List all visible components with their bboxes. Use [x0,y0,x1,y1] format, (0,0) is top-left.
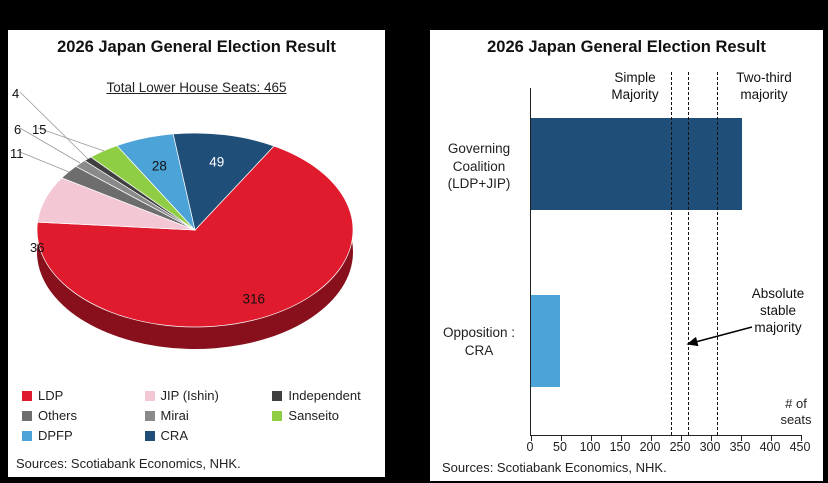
legend-label: Sanseito [288,408,340,423]
x-axis-title: # of seats [772,396,820,429]
x-tick-300: 300 [699,440,721,454]
legend-item-LDP: LDP [22,388,145,403]
x-tick-mark [741,435,742,441]
bar-chart-title: 2026 Japan General Election Result [487,38,766,56]
reference-line-absolute-stable-majority [687,72,689,435]
legend-label: JIP (Ishin) [160,388,219,403]
x-tick-250: 250 [669,440,691,454]
pie-slice-LDP [36,145,354,328]
legend-label: Others [38,408,78,423]
pie-value-CRA: 49 [209,154,224,169]
left-sources-note: Sources: Scotiabank Economics, NHK. [16,456,241,471]
category-opposition-cra: Opposition : CRA [442,325,516,358]
legend-item-CRA: CRA [144,428,273,443]
legend-label: Mirai [160,408,189,423]
legend-swatch [22,410,32,421]
legend-item-JIP (Ishin): JIP (Ishin) [144,388,273,403]
two-third-line1: Two-third [736,70,792,85]
absolute-line3: majority [754,319,802,335]
pie-slice-CRA [172,132,275,231]
x-axis-tick-labels: 0 50 100 150 200 250 300 350 400 450 [526,440,811,456]
absolute-line2: stable [759,302,797,318]
x-tick-mark [681,435,682,441]
x-tick-50: 50 [553,440,567,454]
x-tick-mark [591,435,592,441]
pie-value-sanseito: 15 [32,122,47,137]
pie-chart-title: 2026 Japan General Election Result [57,38,336,56]
x-axis-title-line1: # of [785,396,807,411]
legend-item-Sanseito: Sanseito [272,408,379,423]
x-tick-150: 150 [609,440,631,454]
legend-item-Independent: Independent [272,388,379,403]
bar-plot-area [530,72,802,441]
simple-majority-line1: Simple [614,70,656,85]
pie-chart: 316 28 49 [19,91,354,349]
legend-label: DPFP [38,428,73,443]
pie-value-DPFP: 28 [152,159,167,174]
legend-swatch [22,390,32,401]
total-seats-subtitle: Total Lower House Seats: 465 [106,80,287,95]
legend-swatch [272,410,283,421]
reference-line-simple-majority [670,72,672,435]
x-tick-mark [531,435,532,441]
x-tick-400: 400 [759,440,781,454]
reference-line-two-third-majority [717,72,718,435]
bar-chart-panel: 2026 Japan General Election Result Gover… [430,30,823,481]
legend-label: Independent [288,388,361,403]
x-tick-mark [771,435,772,441]
legend-label: CRA [160,428,188,443]
pie-value-jip: 36 [30,240,45,255]
x-tick-mark [651,435,652,441]
two-third-line2: majority [740,86,788,102]
legend-swatch [144,430,155,441]
pie-value-independent: 4 [12,86,20,101]
x-axis-title-line2: seats [780,412,812,428]
bar-governing-coalition [531,118,743,210]
x-tick-mark [801,435,802,441]
pie-leader-line [19,151,70,173]
pie-leader-line [37,127,105,152]
x-tick-mark [711,435,712,441]
legend-label: LDP [38,388,64,403]
category-governing-coalition: Governing Coalition (LDP+JIP) [447,141,511,192]
absolute-stable-majority-label: Absolute stable majority [736,286,820,337]
legend-swatch [144,410,155,421]
legend-item-Mirai: Mirai [144,408,273,423]
annotation-arrow [686,326,753,347]
right-sources-note: Sources: Scotiabank Economics, NHK. [442,460,667,475]
x-tick-100: 100 [579,440,601,454]
absolute-line1: Absolute [751,286,805,301]
legend-swatch [22,430,32,441]
pie-leader-line [19,127,81,164]
legend-swatch [144,390,155,401]
x-tick-200: 200 [639,440,661,454]
two-third-majority-label: Two-third majority [722,70,806,104]
simple-majority-line2: Majority [611,86,659,102]
pie-chart-panel: 2026 Japan General Election Result Total… [8,30,385,477]
x-tick-350: 350 [729,440,751,454]
legend-item-Others: Others [22,408,145,423]
pie-legend: LDP JIP (Ishin) Independent Others Mirai Sans… [22,388,379,443]
x-tick-mark [561,435,562,441]
pie-value-mirai: 6 [14,122,22,137]
x-tick-450: 450 [789,440,811,454]
legend-swatch [272,390,283,401]
x-tick-mark [621,435,622,441]
bar-opposition-cra [531,295,561,387]
simple-majority-label: Simple Majority [596,70,674,104]
legend-item-DPFP: DPFP [22,428,145,443]
pie-value-others: 11 [10,146,24,161]
pie-leader-line [19,91,89,160]
pie-value-LDP: 316 [242,292,265,307]
x-tick-0: 0 [526,440,534,454]
